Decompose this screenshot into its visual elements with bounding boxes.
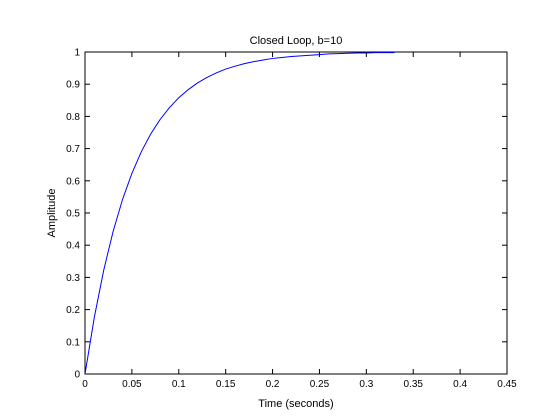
- y-tick-label: 0.8: [66, 112, 80, 123]
- x-axis-label: Time (seconds): [258, 398, 333, 410]
- x-tick-label: 0.2: [266, 379, 280, 390]
- y-tick-label: 0.1: [66, 337, 80, 348]
- y-tick-label: 0.4: [66, 241, 80, 252]
- y-tick-label: 0.3: [66, 273, 80, 284]
- plot-area: [84, 51, 508, 375]
- x-tick-label: 0.05: [122, 379, 142, 390]
- y-tick-label: 0.7: [66, 144, 80, 155]
- y-tick-label: 0: [74, 370, 80, 381]
- y-tick-label: 0.6: [66, 176, 80, 187]
- y-axis-ticks: 0 0.1 0.2 0.3 0.4 0.5 0.6 0.7 0.8 0.9 1: [66, 48, 507, 381]
- x-tick-label: 0.1: [172, 379, 186, 390]
- x-tick-label: 0.4: [453, 379, 467, 390]
- y-axis-label: Amplitude: [46, 189, 58, 238]
- y-tick-label: 0.2: [66, 305, 80, 316]
- x-tick-label: 0.25: [310, 379, 330, 390]
- y-tick-label: 1: [74, 48, 80, 59]
- x-tick-label: 0.15: [216, 379, 236, 390]
- x-tick-label: 0.35: [403, 379, 423, 390]
- series-line: [84, 52, 395, 375]
- y-tick-label: 0.5: [66, 209, 80, 220]
- x-tick-label: 0: [82, 379, 88, 390]
- y-tick-label: 0.9: [66, 80, 80, 91]
- x-tick-label: 0.3: [359, 379, 373, 390]
- series-group: [84, 52, 395, 375]
- chart-title: Closed Loop, b=10: [250, 35, 343, 47]
- x-tick-label: 0.45: [497, 379, 517, 390]
